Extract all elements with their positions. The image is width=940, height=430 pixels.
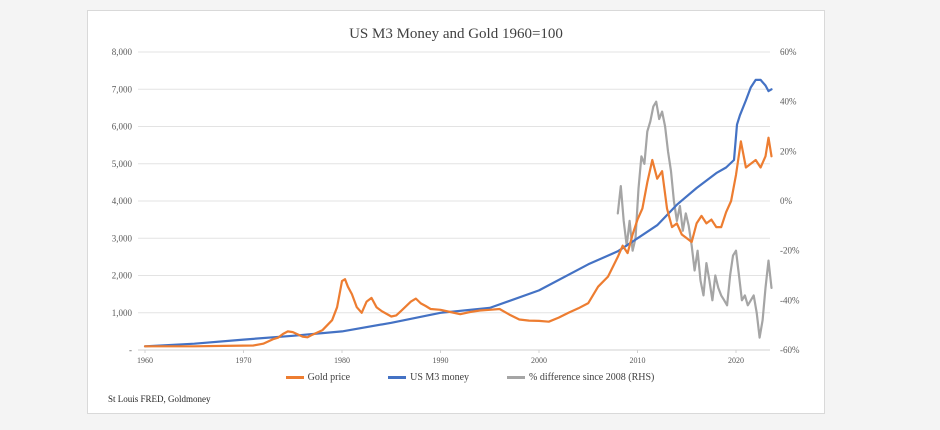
series-lines xyxy=(143,78,773,348)
left-tick-label: 8,000 xyxy=(112,47,133,57)
legend-swatch-diff xyxy=(507,376,526,379)
left-tick-label: - xyxy=(129,345,132,355)
x-tick-label: 2020 xyxy=(728,356,744,365)
left-tick-label: 5,000 xyxy=(112,159,133,169)
x-tick-label: 1960 xyxy=(137,356,153,365)
x-tick-label: 2010 xyxy=(630,356,646,365)
right-tick-label: -20% xyxy=(780,246,800,256)
legend-swatch-m3 xyxy=(388,376,407,379)
series-line-m3 xyxy=(143,78,773,348)
series-line-diff xyxy=(616,100,773,339)
legend-swatch-gold xyxy=(285,376,304,379)
legend-label-m3: US M3 money xyxy=(410,372,470,383)
right-axis-ticks: -60% -40% -20% 0% 20% 40% 60% xyxy=(780,47,800,355)
left-tick-label: 1,000 xyxy=(112,308,133,318)
left-tick-label: 6,000 xyxy=(112,122,133,132)
left-tick-label: 2,000 xyxy=(112,271,133,281)
legend-label-diff: % difference since 2008 (RHS) xyxy=(529,372,655,383)
right-tick-label: 0% xyxy=(780,196,793,206)
left-tick-label: 3,000 xyxy=(112,233,133,243)
left-axis-ticks: - 1,000 2,000 3,000 4,000 5,000 6,000 7,000 8,00… xyxy=(112,47,133,355)
right-tick-label: 40% xyxy=(780,97,797,107)
legend-item-gold: Gold price xyxy=(285,372,351,383)
right-tick-label: 20% xyxy=(780,146,797,156)
right-tick-label: -40% xyxy=(780,295,800,305)
series-line-gold xyxy=(143,136,773,348)
x-axis-ticks: 1960 1970 1980 1990 2000 2010 2020 xyxy=(137,350,744,365)
chart-title: US M3 Money and Gold 1960=100 xyxy=(349,26,563,42)
x-tick-label: 1970 xyxy=(236,356,252,365)
source-note: St Louis FRED, Goldmoney xyxy=(108,394,211,404)
left-tick-label: 7,000 xyxy=(112,84,133,94)
x-tick-label: 1980 xyxy=(334,356,350,365)
x-tick-label: 2000 xyxy=(531,356,547,365)
gridlines xyxy=(138,51,770,351)
legend-item-m3: US M3 money xyxy=(388,372,469,383)
legend-label-gold: Gold price xyxy=(307,372,351,383)
x-tick-label: 1990 xyxy=(433,356,449,365)
legend: Gold price US M3 money % difference sinc… xyxy=(0,372,940,383)
right-tick-label: -60% xyxy=(780,345,800,355)
legend-item-diff: % difference since 2008 (RHS) xyxy=(507,372,654,383)
left-tick-label: 4,000 xyxy=(112,196,133,206)
right-tick-label: 60% xyxy=(780,47,797,57)
